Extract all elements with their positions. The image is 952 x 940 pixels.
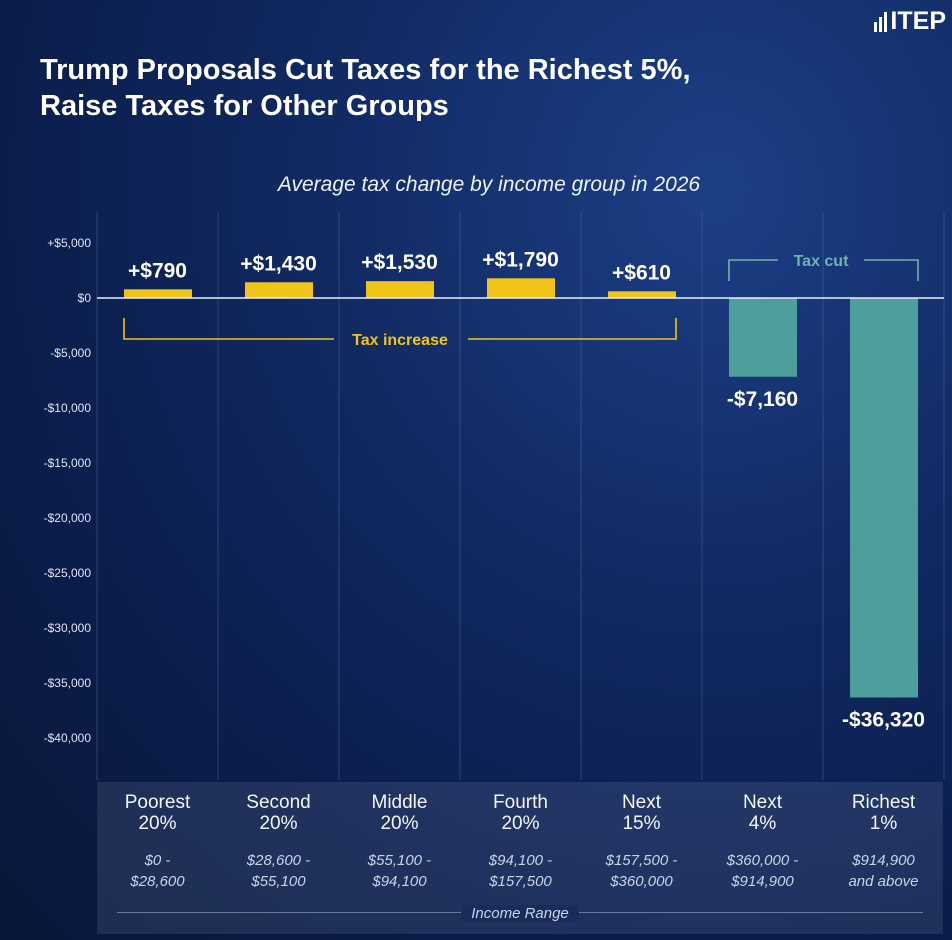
income-group-column: Next 4% $360,000 - $914,900 (702, 782, 823, 892)
income-range-line: $55,100 - (367, 852, 432, 869)
group-name: Richest 1% (823, 792, 944, 834)
bar-value-label: -$36,320 (842, 709, 925, 732)
income-range: $914,900 and above (823, 850, 944, 892)
income-group-column: Middle 20% $55,100 - $94,100 (339, 782, 460, 892)
group-name-line: Middle (371, 792, 428, 813)
group-share-line: 20% (501, 813, 540, 834)
bar (729, 298, 797, 377)
chart-subtitle: Average tax change by income group in 20… (277, 173, 701, 196)
bar-value-label: +$1,790 (482, 248, 559, 271)
bar-value-label: -$7,160 (727, 388, 798, 411)
group-name: Second 20% (218, 792, 339, 834)
income-range-line: $157,500 - (605, 852, 678, 869)
income-range-line: $55,100 (251, 873, 306, 890)
y-tick-label: -$5,000 (50, 346, 91, 360)
income-range-line: $28,600 - (246, 852, 311, 869)
group-name-line: Next (742, 792, 783, 813)
group-name: Next 4% (702, 792, 823, 834)
income-range-line: $28,600 (130, 873, 185, 890)
tax-cut-label: Tax cut (794, 253, 850, 270)
income-range: $0 - $28,600 (97, 850, 218, 892)
bar-value-label: +$610 (612, 261, 671, 284)
income-group-column: Poorest 20% $0 - $28,600 (97, 782, 218, 892)
group-name: Poorest 20% (97, 792, 218, 834)
group-share-line: 20% (380, 813, 419, 834)
group-name: Middle 20% (339, 792, 460, 834)
group-name-line: Fourth (493, 792, 548, 813)
income-range-label-wrap: Income Range (0, 903, 952, 922)
bar-value-label: +$1,530 (361, 251, 438, 274)
income-group-column: Fourth 20% $94,100 - $157,500 (460, 782, 581, 892)
bar (487, 278, 555, 298)
group-share-line: 15% (622, 813, 661, 834)
income-range-line: $914,900 (852, 852, 915, 869)
bar (608, 291, 676, 298)
logo-text: ITEP (890, 7, 946, 35)
y-tick-label: -$30,000 (44, 621, 92, 635)
income-range-line: $360,000 (610, 873, 673, 890)
y-tick-label: -$35,000 (44, 676, 92, 690)
tax-increase-bracket-left (123, 318, 334, 340)
group-share-line: 20% (138, 813, 177, 834)
income-range-line: $94,100 (372, 873, 427, 890)
income-range: $55,100 - $94,100 (339, 850, 460, 892)
income-range-line: $914,900 (731, 873, 794, 890)
y-tick-label: -$40,000 (44, 731, 92, 745)
title-line-2: Raise Taxes for Other Groups (40, 90, 449, 122)
group-share-line: 4% (748, 813, 777, 834)
income-group-column: Next 15% $157,500 - $360,000 (581, 782, 702, 892)
bar (245, 282, 313, 298)
income-range-line: and above (848, 873, 919, 890)
tax-cut-bracket-left (728, 259, 778, 281)
group-name-line: Second (246, 792, 311, 813)
group-share-line: 1% (869, 813, 898, 834)
group-name: Next 15% (581, 792, 702, 834)
page-title: Trump Proposals Cut Taxes for the Riches… (40, 52, 860, 124)
income-range-line: $94,100 - (488, 852, 553, 869)
bar-value-label: +$790 (128, 259, 187, 282)
group-share-line: 20% (259, 813, 298, 834)
title-line-1: Trump Proposals Cut Taxes for the Riches… (40, 54, 691, 86)
itep-logo: ITEP (874, 7, 946, 35)
x-axis-label: Income Range (461, 905, 579, 922)
bar-chart-icon (874, 12, 888, 32)
tax-cut-bracket-right (864, 259, 919, 281)
bar (850, 298, 918, 698)
income-range: $360,000 - $914,900 (702, 850, 823, 892)
bar-value-label: +$1,430 (240, 252, 317, 275)
group-name-line: Richest (851, 792, 916, 813)
income-range-line: $360,000 - (726, 852, 799, 869)
income-range-line: $157,500 (489, 873, 552, 890)
group-name-line: Next (621, 792, 662, 813)
income-range: $28,600 - $55,100 (218, 850, 339, 892)
group-name: Fourth 20% (460, 792, 581, 834)
y-tick-label: $0 (78, 291, 92, 305)
tax-increase-label: Tax increase (352, 332, 448, 349)
income-group-column: Second 20% $28,600 - $55,100 (218, 782, 339, 892)
income-range-line: $0 - (144, 852, 171, 869)
income-range: $157,500 - $360,000 (581, 850, 702, 892)
y-tick-label: -$15,000 (44, 456, 92, 470)
y-tick-label: -$20,000 (44, 511, 92, 525)
y-tick-label: +$5,000 (47, 236, 91, 250)
y-tick-label: -$25,000 (44, 566, 92, 580)
income-range: $94,100 - $157,500 (460, 850, 581, 892)
bar (124, 289, 192, 298)
bar (366, 281, 434, 298)
group-name-line: Poorest (124, 792, 191, 813)
income-group-column: Richest 1% $914,900 and above (823, 782, 944, 892)
tax-increase-bracket-right (468, 318, 677, 340)
y-tick-label: -$10,000 (44, 401, 92, 415)
